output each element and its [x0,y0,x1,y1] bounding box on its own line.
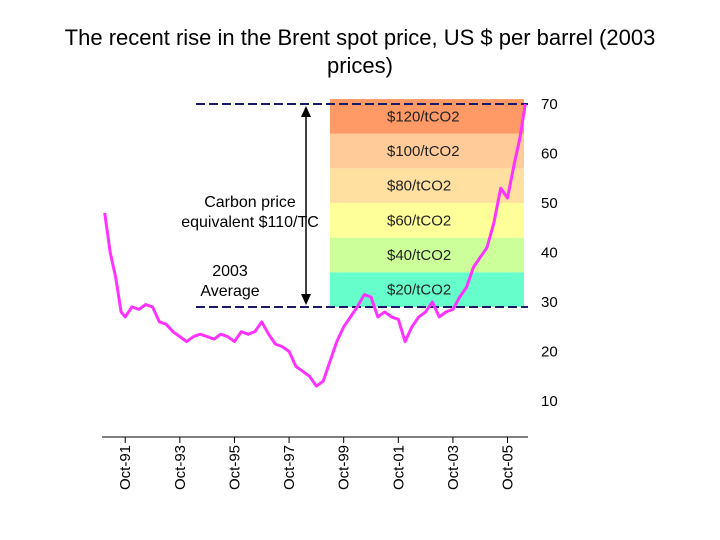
arrow-head-bottom [301,293,311,305]
chart-title: The recent rise in the Brent spot price,… [64,25,656,78]
band-label-3: $60/tCO2 [387,212,451,229]
x-tick-label-4: Oct-97 [281,445,298,490]
x-tick-label-6: Oct-01 [390,445,407,490]
y-tick-label-5: 50 [541,195,558,212]
carbon-annotation-line2: equivalent $110/TC [181,214,319,231]
band-2 [330,237,524,273]
carbon-price-bands: $20/tCO2 $40/tCO2 $60/tCO2 $80/tCO2 $100/tCO… [330,99,524,307]
y-tick-label-3: 30 [541,294,558,311]
x-tick-label-2: Oct-93 [172,445,189,490]
x-tick-label-7: Oct-03 [445,445,462,490]
band-label-2: $40/tCO2 [387,247,451,264]
carbon-price-annotation: Carbon price equivalent $110/TC [160,193,340,233]
band-6 [330,99,524,134]
arrow-head-top [301,106,311,117]
x-tick-label-5: Oct-99 [336,445,353,490]
y-tick-label-2: 20 [541,344,558,361]
price-series-line [103,103,527,388]
average-annotation-line2: Average [200,283,260,300]
y-tick-label-6: 60 [541,146,558,163]
band-label-6: $120/tCO2 [387,108,460,125]
y-tick-label-7: 70 [541,96,558,113]
average-annotation-line1: 2003 [212,263,248,280]
x-tick-label-8: Oct-05 [500,445,517,490]
band-1 [330,272,524,307]
y-tick-label-4: 40 [541,245,558,262]
band-4 [330,168,524,203]
average-annotation: 2003 Average [180,262,280,302]
x-tick-label-1: Oct-91 [117,445,134,490]
x-ticks: Oct-91 Oct-93 Oct-95 Oct-97 Oct-99 Oct-01 Oct-… [117,437,517,490]
x-tick-label-3: Oct-95 [226,445,243,490]
y-tick-label-1: 10 [541,393,558,410]
band-label-4: $80/tCO2 [387,178,451,195]
band-label-1: $20/tCO2 [387,282,451,299]
band-label-5: $100/tCO2 [387,143,460,160]
y-ticks: 10 20 30 40 50 60 70 [541,96,558,410]
reference-lines [196,103,528,308]
band-5 [330,133,524,169]
carbon-annotation-line1: Carbon price [204,194,296,211]
